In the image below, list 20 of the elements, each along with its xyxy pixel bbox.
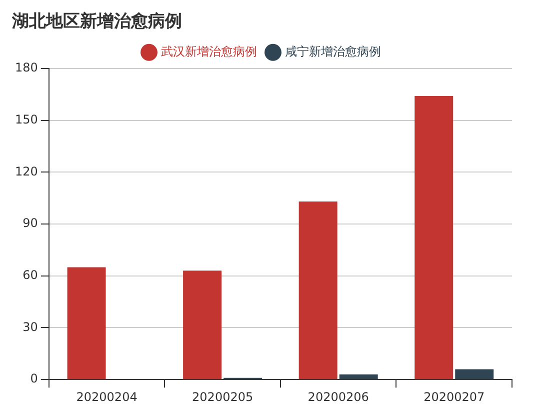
y-tick-label: 150 [15, 112, 38, 126]
bar [414, 96, 454, 380]
x-tick-label: 20200205 [192, 390, 254, 404]
y-tick-label: 180 [15, 60, 38, 75]
y-tick-label: 90 [22, 216, 38, 230]
y-tick-label: 30 [22, 320, 38, 334]
legend-label: 咸宁新增治愈病例 [285, 44, 381, 59]
bar [455, 369, 494, 380]
y-tick-label: 0 [30, 372, 38, 386]
bar [67, 267, 106, 380]
x-tick-label: 20200206 [308, 390, 369, 404]
bar [183, 270, 222, 380]
bar [298, 202, 338, 380]
chart-title: 湖北地区新增治愈病例 [11, 12, 182, 32]
x-tick-label: 20200207 [424, 390, 485, 404]
y-tick-label: 60 [22, 268, 38, 282]
legend-label: 武汉新增治愈病例 [161, 44, 257, 59]
x-tick-label: 20200204 [76, 390, 138, 404]
y-tick-label: 120 [15, 164, 38, 178]
bar [339, 374, 378, 380]
